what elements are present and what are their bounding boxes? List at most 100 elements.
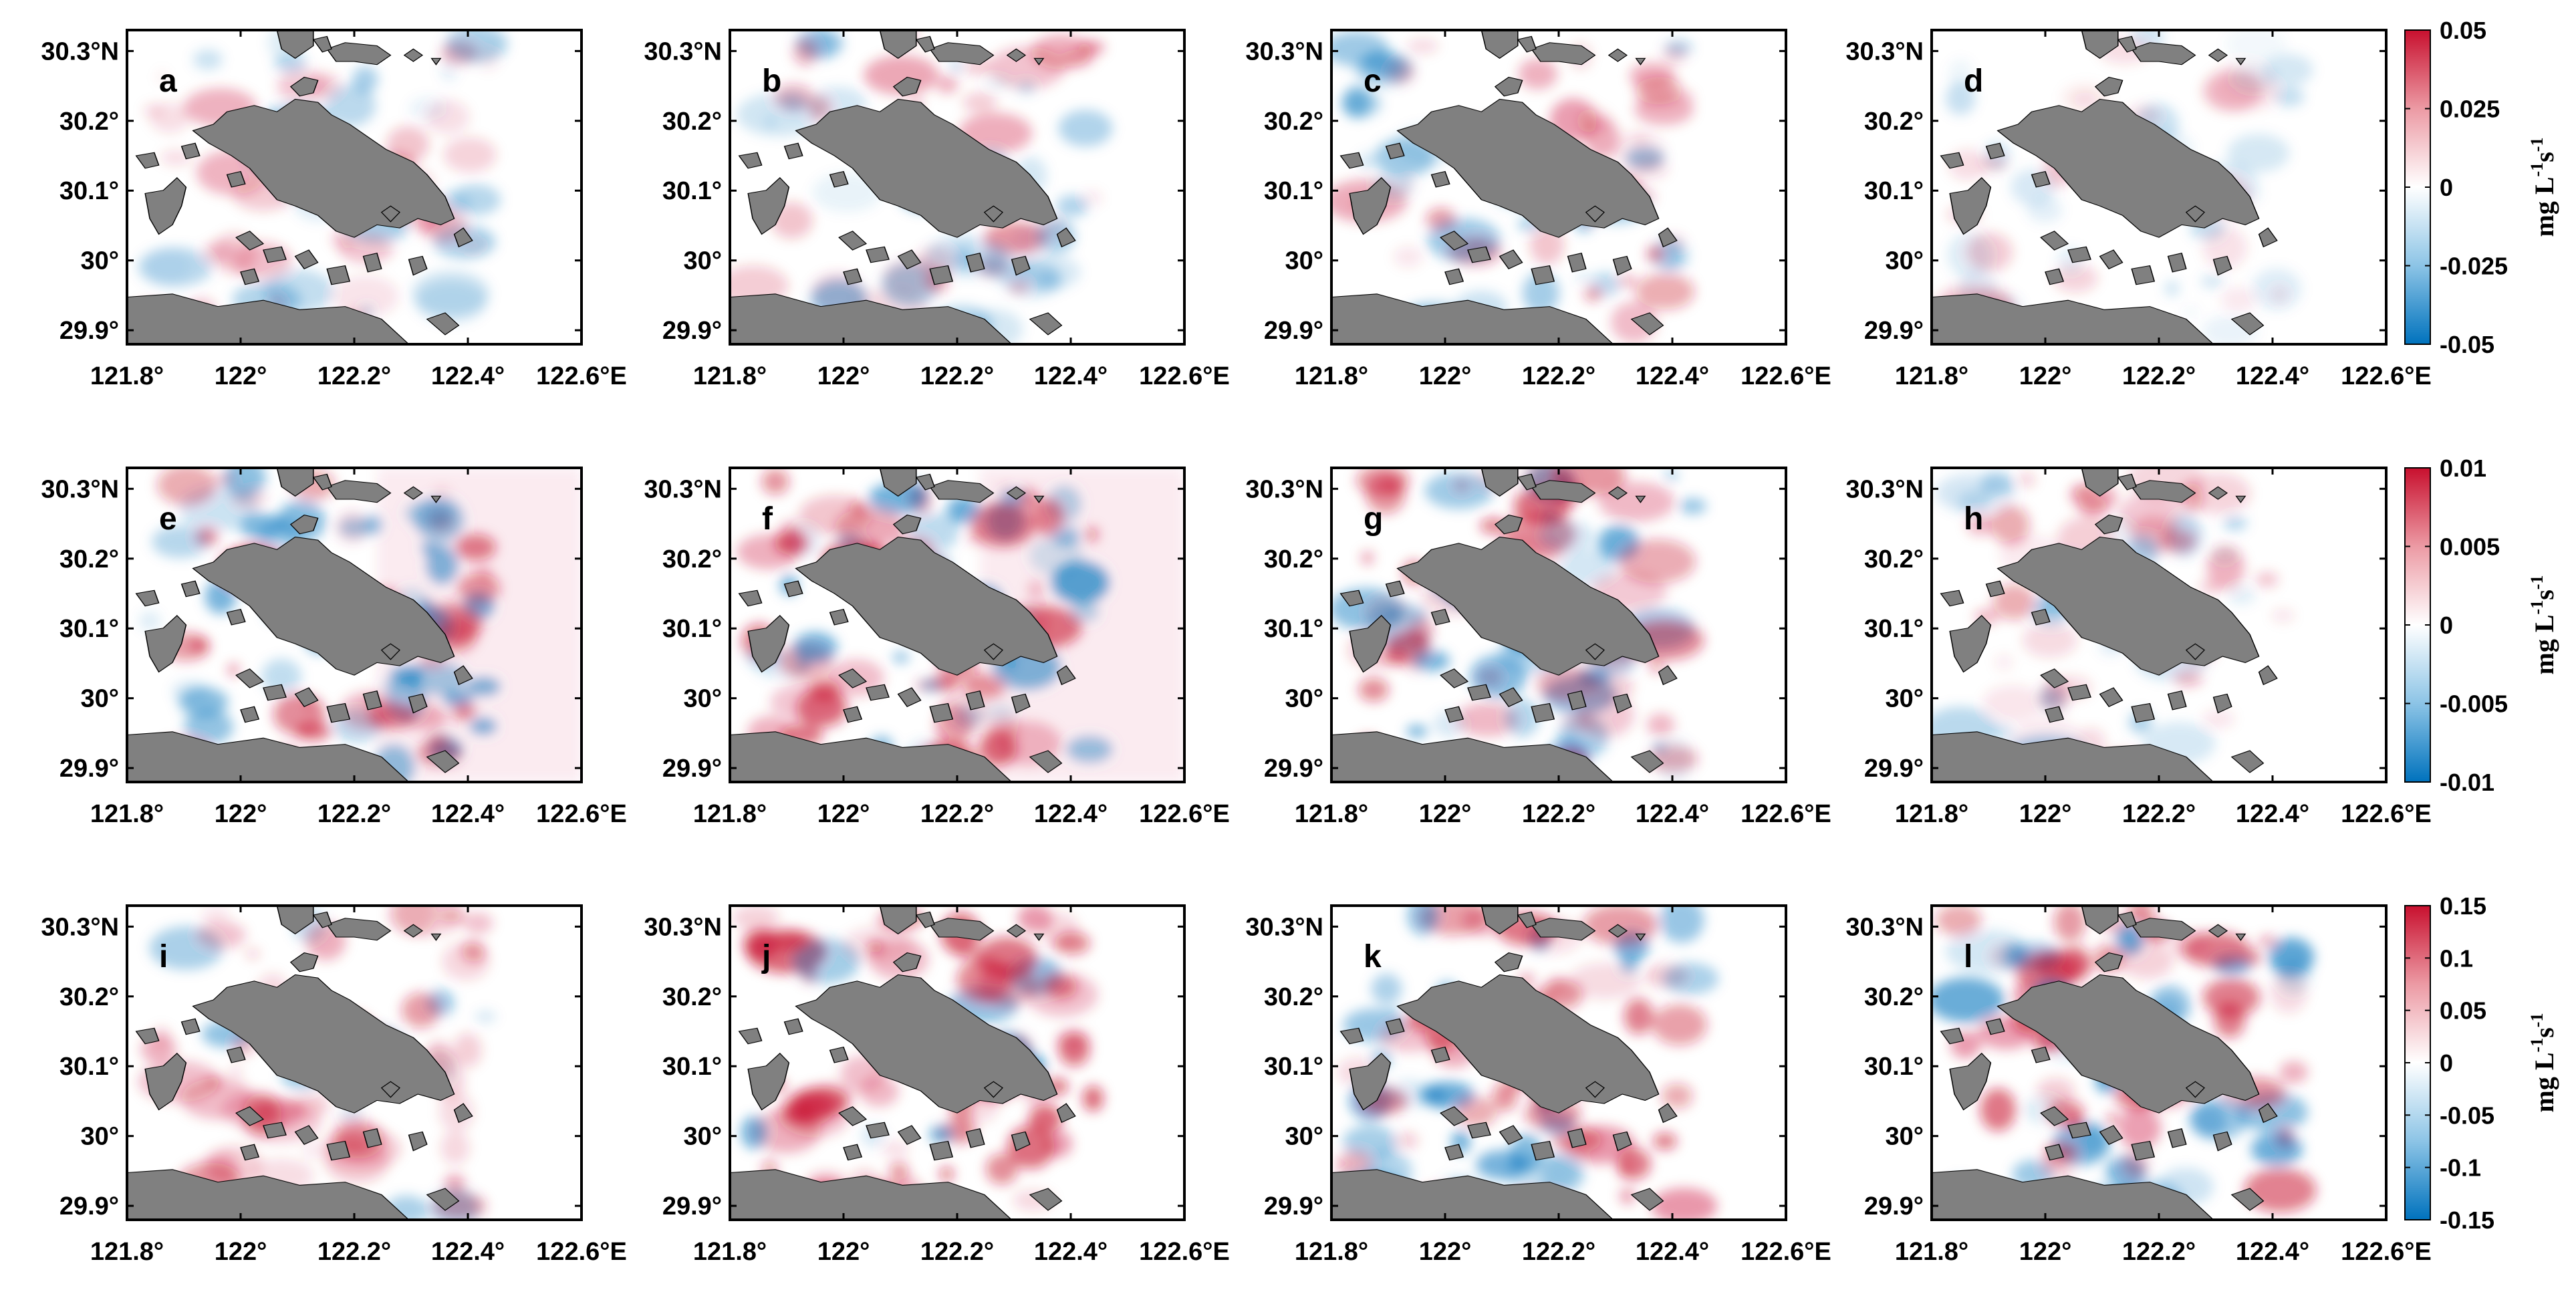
lon-tick-label: 122.4° [1034,362,1108,390]
lat-tick-label: 30.2° [662,983,722,1011]
lon-tick-label: 122.4° [2236,362,2309,390]
colorbar-tick-label: 0 [2440,612,2453,639]
lon-tick-label: 122.6°E [1741,1238,1831,1266]
lat-tick-label: 30° [1886,1123,1924,1151]
lat-tick-label: 30° [684,247,722,275]
lon-tick-label: 122.2° [317,800,391,828]
lon-tick-label: 122° [2019,800,2072,828]
lon-tick-label: 122.4° [431,362,505,390]
lon-tick-label: 121.8° [693,1238,767,1266]
colorbar-tick-label: 0.025 [2440,96,2500,123]
colorbar-row-2: 0.01 0.005 0 -0.005 -0.01 mg L-1s-1 [2404,455,2559,796]
colorbar-tick-label: 0 [2440,174,2453,201]
lon-tick-label: 122.6°E [2341,362,2432,390]
lat-tick-label: 30.2° [59,108,119,136]
lat-tick-label: 30° [684,685,722,713]
panel-label: i [159,939,168,975]
lon-tick-label: 121.8° [1295,1238,1368,1266]
lon-tick-label: 122° [817,1238,870,1266]
lat-tick-label: 30.3°N [41,37,119,66]
lat-tick-label: 30.1° [59,177,119,205]
lat-tick-label: 30.3°N [1845,913,1924,941]
lon-tick-label: 122.6°E [536,1238,627,1266]
lon-tick-label: 122.6°E [1139,1238,1230,1266]
lat-tick-label: 30.3°N [1245,37,1323,66]
lat-tick-label: 30.1° [662,177,722,205]
colorbar-tick-label: -0.1 [2440,1154,2481,1182]
lat-tick-label: 29.9° [662,755,722,783]
panel-label: g [1364,501,1383,537]
lat-tick-label: 29.9° [59,1192,119,1220]
lat-tick-label: 29.9° [59,317,119,345]
lat-tick-label: 30.1° [1264,177,1323,205]
lat-tick-label: 30.3°N [644,475,722,503]
lon-tick-label: 122° [2019,1238,2072,1266]
lon-tick-label: 121.8° [1895,1238,1968,1266]
colorbar-unit-label: mg L-1s-1 [2527,138,2559,237]
lat-tick-label: 29.9° [662,317,722,345]
lat-tick-label: 30.3°N [644,37,722,66]
lat-tick-label: 29.9° [1864,755,1924,783]
panel-label: h [1964,501,1983,537]
lat-tick-label: 30.1° [1264,615,1323,643]
colorbar-unit-label: mg L-1s-1 [2527,575,2559,675]
lat-tick-label: 30.2° [1864,545,1924,573]
lon-tick-label: 122.6°E [536,362,627,390]
lat-tick-label: 29.9° [59,755,119,783]
lat-tick-label: 30.2° [1864,108,1924,136]
lat-tick-label: 30.2° [1264,108,1323,136]
lon-tick-label: 122.4° [1636,1238,1709,1266]
lat-tick-label: 29.9° [1264,317,1323,345]
colorbar-tick-label: -0.15 [2440,1206,2494,1234]
lon-tick-label: 121.8° [693,362,767,390]
lon-tick-label: 122.6°E [2341,1238,2432,1266]
lon-tick-label: 122° [1419,800,1472,828]
colorbar-tick-label: 0.05 [2440,997,2486,1025]
lon-tick-label: 121.8° [693,800,767,828]
panel-label: a [159,63,177,99]
map-panel-f: 30.3°N 30.2° 30.1° 30° 29.9° 121.8° 122° 122.2°… [644,467,1230,828]
lat-tick-label: 30.2° [59,545,119,573]
map-panel-l: 30.3°N 30.2° 30.1° 30° 29.9° 121.8° 122° 122.2°… [1845,904,2432,1266]
lon-tick-label: 122.2° [317,1238,391,1266]
colorbar-tick-label: 0.05 [2440,17,2486,44]
map-panel-k: 30.3°N 30.2° 30.1° 30° 29.9° 121.8° 122° 122.2°… [1245,904,1831,1266]
panel-label: j [761,939,771,975]
lat-tick-label: 30.1° [1864,177,1924,205]
lat-tick-label: 29.9° [1264,755,1323,783]
lon-tick-label: 121.8° [1295,800,1368,828]
lat-tick-label: 30.3°N [41,913,119,941]
lon-tick-label: 121.8° [1895,800,1968,828]
colorbar-tick-label: 0 [2440,1049,2453,1077]
lat-tick-label: 30° [1886,247,1924,275]
lat-tick-label: 29.9° [1864,1192,1924,1220]
lon-tick-label: 122.2° [2122,1238,2196,1266]
lat-tick-label: 30.1° [1864,615,1924,643]
lat-tick-label: 30.1° [1264,1053,1323,1081]
map-panel-d: 30.3°N 30.2° 30.1° 30° 29.9° 121.8° 122° 122.2°… [1845,29,2432,390]
lon-tick-label: 122° [817,800,870,828]
lat-tick-label: 30.2° [1264,545,1323,573]
lon-tick-label: 122.2° [920,1238,994,1266]
panel-label: l [1964,939,1972,975]
colorbar-row-3: 0.15 0.1 0.05 0 -0.05 -0.1 -0.15 mg L-1s-1 [2404,892,2559,1234]
map-panel-c: 30.3°N 30.2° 30.1° 30° 29.9° 121.8° 122° 122.2°… [1245,29,1831,390]
lon-tick-label: 122.4° [2236,1238,2309,1266]
lon-tick-label: 122.2° [1522,800,1595,828]
panel-label: k [1364,939,1382,975]
lon-tick-label: 122.2° [920,800,994,828]
lat-tick-label: 30.2° [1864,983,1924,1011]
map-panel-g: 30.3°N 30.2° 30.1° 30° 29.9° 121.8° 122° 122.2°… [1245,467,1831,828]
lat-tick-label: 30° [81,247,119,275]
lon-tick-label: 122.4° [431,800,505,828]
lat-tick-label: 30° [1285,1123,1323,1151]
lon-tick-label: 122.6°E [1741,362,1831,390]
lon-tick-label: 122.2° [2122,362,2196,390]
colorbar-tick-label: 0.005 [2440,533,2500,561]
lat-tick-label: 29.9° [1264,1192,1323,1220]
lon-tick-label: 121.8° [90,1238,164,1266]
map-panel-i: 30.3°N 30.2° 30.1° 30° 29.9° 121.8° 122° 122.2°… [41,904,627,1266]
lat-tick-label: 30.2° [59,983,119,1011]
panel-label: d [1964,63,1983,99]
